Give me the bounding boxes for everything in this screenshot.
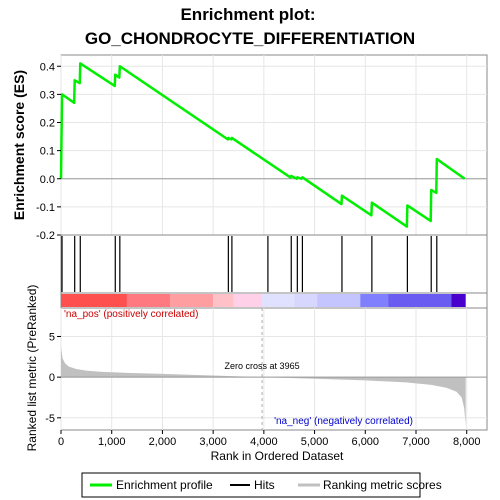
hits-panel <box>60 234 488 294</box>
es-y-tick-label: 0.4 <box>40 61 55 73</box>
colorbar-segment <box>233 294 263 307</box>
positive-correlation-label: 'na_pos' (positively correlated) <box>64 309 198 320</box>
chart-title-line2: GO_CHONDROCYTE_DIFFERENTIATION <box>85 29 415 48</box>
hits-lines <box>61 236 438 292</box>
chart-title-line1: Enrichment plot: <box>180 5 315 24</box>
colorbar-segment <box>388 294 452 307</box>
x-tick-label: 0 <box>58 436 64 448</box>
legend: Enrichment profile Hits Ranking metric s… <box>81 472 442 498</box>
colorbar-segment <box>213 294 234 307</box>
metric-y-axis-label: Ranked list metric (PreRanked) <box>25 285 39 452</box>
colorbar-segment <box>61 294 127 307</box>
legend-metric-label: Ranking metric scores <box>323 478 442 492</box>
zero-cross-label: Zero cross at 3965 <box>225 361 300 371</box>
metric-panel: -5 0 5 'na_pos' (positively correlated) 'n… <box>45 307 488 431</box>
metric-y-tick-label: 0 <box>49 372 55 384</box>
es-y-ticks: -0.2 -0.1 0.0 0.1 0.2 0.3 0.4 <box>36 61 61 242</box>
es-panel: -0.2 -0.1 0.0 0.1 0.2 0.3 0.4 <box>36 54 488 242</box>
x-tick-label: 6,000 <box>352 436 380 448</box>
colorbar-segment <box>294 294 318 307</box>
metric-y-tick-label: 5 <box>49 331 55 343</box>
x-axis-label: Rank in Ordered Dataset <box>211 449 344 463</box>
es-y-tick-label: -0.1 <box>36 202 55 214</box>
x-axis-ticks: 0 1,000 2,000 3,000 4,000 5,000 6,000 7,000 8,00… <box>58 430 481 448</box>
metric-y-tick-label: -5 <box>45 413 55 425</box>
colorbar-segments <box>61 294 466 307</box>
metric-y-ticks: -5 0 5 <box>45 331 61 425</box>
x-tick-label: 8,000 <box>453 436 481 448</box>
x-tick-label: 4,000 <box>250 436 278 448</box>
colorbar-segment <box>451 294 466 307</box>
x-tick-label: 7,000 <box>402 436 430 448</box>
x-tick-label: 1,000 <box>98 436 126 448</box>
negative-correlation-label: 'na_neg' (negatively correlated) <box>274 416 413 427</box>
legend-frame <box>81 472 421 498</box>
colorbar-segment <box>360 294 389 307</box>
colorbar-segment <box>262 294 295 307</box>
x-tick-label: 2,000 <box>149 436 177 448</box>
es-y-tick-label: 0.3 <box>40 89 55 101</box>
es-y-tick-label: 0.2 <box>40 118 55 130</box>
x-tick-label: 5,000 <box>301 436 329 448</box>
colorbar-segment <box>317 294 361 307</box>
colorbar-segment <box>126 294 171 307</box>
es-y-tick-label: 0.1 <box>40 146 55 158</box>
enrichment-profile-line <box>59 62 466 228</box>
es-panel-frame <box>60 54 488 236</box>
legend-hits-label: Hits <box>254 478 275 492</box>
es-y-tick-label: -0.2 <box>36 230 55 242</box>
hits-panel-frame <box>60 234 488 294</box>
es-y-axis-label: Enrichment score (ES) <box>11 70 27 220</box>
colorbar-segment <box>170 294 214 307</box>
legend-enrichment-label: Enrichment profile <box>116 478 213 492</box>
es-y-tick-label: 0.0 <box>40 174 55 186</box>
rank-colorbar <box>60 292 488 309</box>
x-tick-label: 3,000 <box>199 436 227 448</box>
